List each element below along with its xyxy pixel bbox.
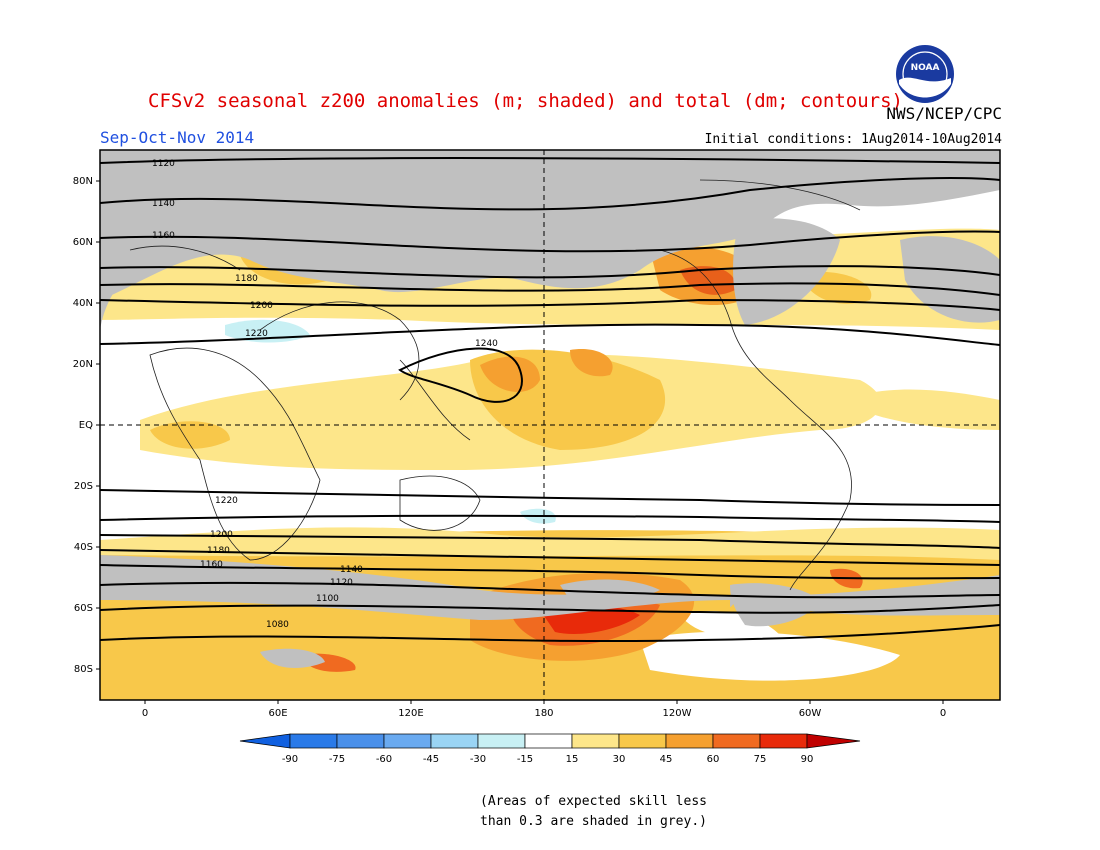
colorbar-bin [430,733,479,749]
lon-label: 180 [534,708,553,719]
lon-axis: 0 60E 120E 180 120W 60W 0 [142,700,946,719]
noaa-logo: NOAA [896,45,954,103]
contour-label: 1220 [215,496,238,506]
colorbar-arrow-low [239,733,291,749]
colorbar-tick-label: -30 [470,754,486,765]
colorbar-arrow-high [806,733,861,749]
contour-label: 1120 [330,578,353,588]
colorbar-bin [665,733,714,749]
contour-label: 1140 [152,199,175,209]
map-title: CFSv2 seasonal z200 anomalies (m; shaded… [148,90,903,112]
contour-label: 1160 [200,560,223,570]
colorbar-tick-label: 90 [801,754,814,765]
colorbar-bin [759,733,808,749]
colorbar-tick-label: 15 [566,754,579,765]
colorbar-tick-label: 60 [707,754,720,765]
lon-label: 0 [940,708,946,719]
colorbar-tick-label: -15 [517,754,533,765]
season-label: Sep-Oct-Nov 2014 [100,128,255,147]
contour-label: 1140 [340,565,363,575]
colorbar-tick-label: 30 [613,754,626,765]
contour-label: 1240 [475,339,498,349]
lat-axis: 80N 60N 40N 20N EQ 20S 40S 60S 80S [73,176,100,675]
lat-label: 60N [73,237,93,248]
colorbar-tick-label: -75 [329,754,345,765]
contour-label: 1080 [266,620,289,630]
colorbar-tick-label: -90 [282,754,298,765]
logo-text: NOAA [911,63,940,73]
colorbar: -90 -75 -60 -45 -30 -15 15 30 45 60 75 90 [239,733,861,765]
colorbar-bin [618,733,667,749]
footnote: (Areas of expected skill less than 0.3 a… [480,792,707,832]
lon-label: 120E [398,708,423,719]
contour-label: 1180 [207,546,230,556]
colorbar-tick-label: 45 [660,754,673,765]
colorbar-bin [524,733,573,749]
agency-label: NWS/NCEP/CPC [886,104,1002,123]
colorbar-tick-label: -60 [376,754,392,765]
lat-label: 40S [74,542,93,553]
contour-label-group: 1120 1140 1160 1180 1200 1220 1240 1220 … [152,159,498,630]
lon-label: 60W [799,708,822,719]
lat-label: 60S [74,603,93,614]
contour-label: 1100 [316,594,339,604]
lat-label: 20N [73,359,93,370]
colorbar-tick-label: -45 [423,754,439,765]
contour-label: 1200 [250,301,273,311]
colorbar-bin [336,733,385,749]
initial-conditions-label: Initial conditions: 1Aug2014-10Aug2014 [704,132,1002,147]
lat-label: 20S [74,481,93,492]
footnote-line: (Areas of expected skill less [480,794,707,809]
contour-label: 1120 [152,159,175,169]
lat-label: 40N [73,298,93,309]
contour-lines [100,157,1000,643]
contour-label: 1200 [210,530,233,540]
colorbar-tick-label: 75 [754,754,767,765]
footnote-line: than 0.3 are shaded in grey.) [480,814,707,829]
contour-label: 1180 [235,274,258,284]
colorbar-bin [712,733,761,749]
colorbar-bin [571,733,620,749]
lat-label: 80N [73,176,93,187]
lat-label: 80S [74,664,93,675]
colorbar-bin [289,733,338,749]
colorbar-bin [383,733,432,749]
lon-label: 60E [268,708,287,719]
contour-label: 1220 [245,329,268,339]
contour-label: 1160 [152,231,175,241]
colorbar-bin [477,733,526,749]
lon-label: 120W [663,708,692,719]
lon-label: 0 [142,708,148,719]
lat-label: EQ [79,420,93,431]
